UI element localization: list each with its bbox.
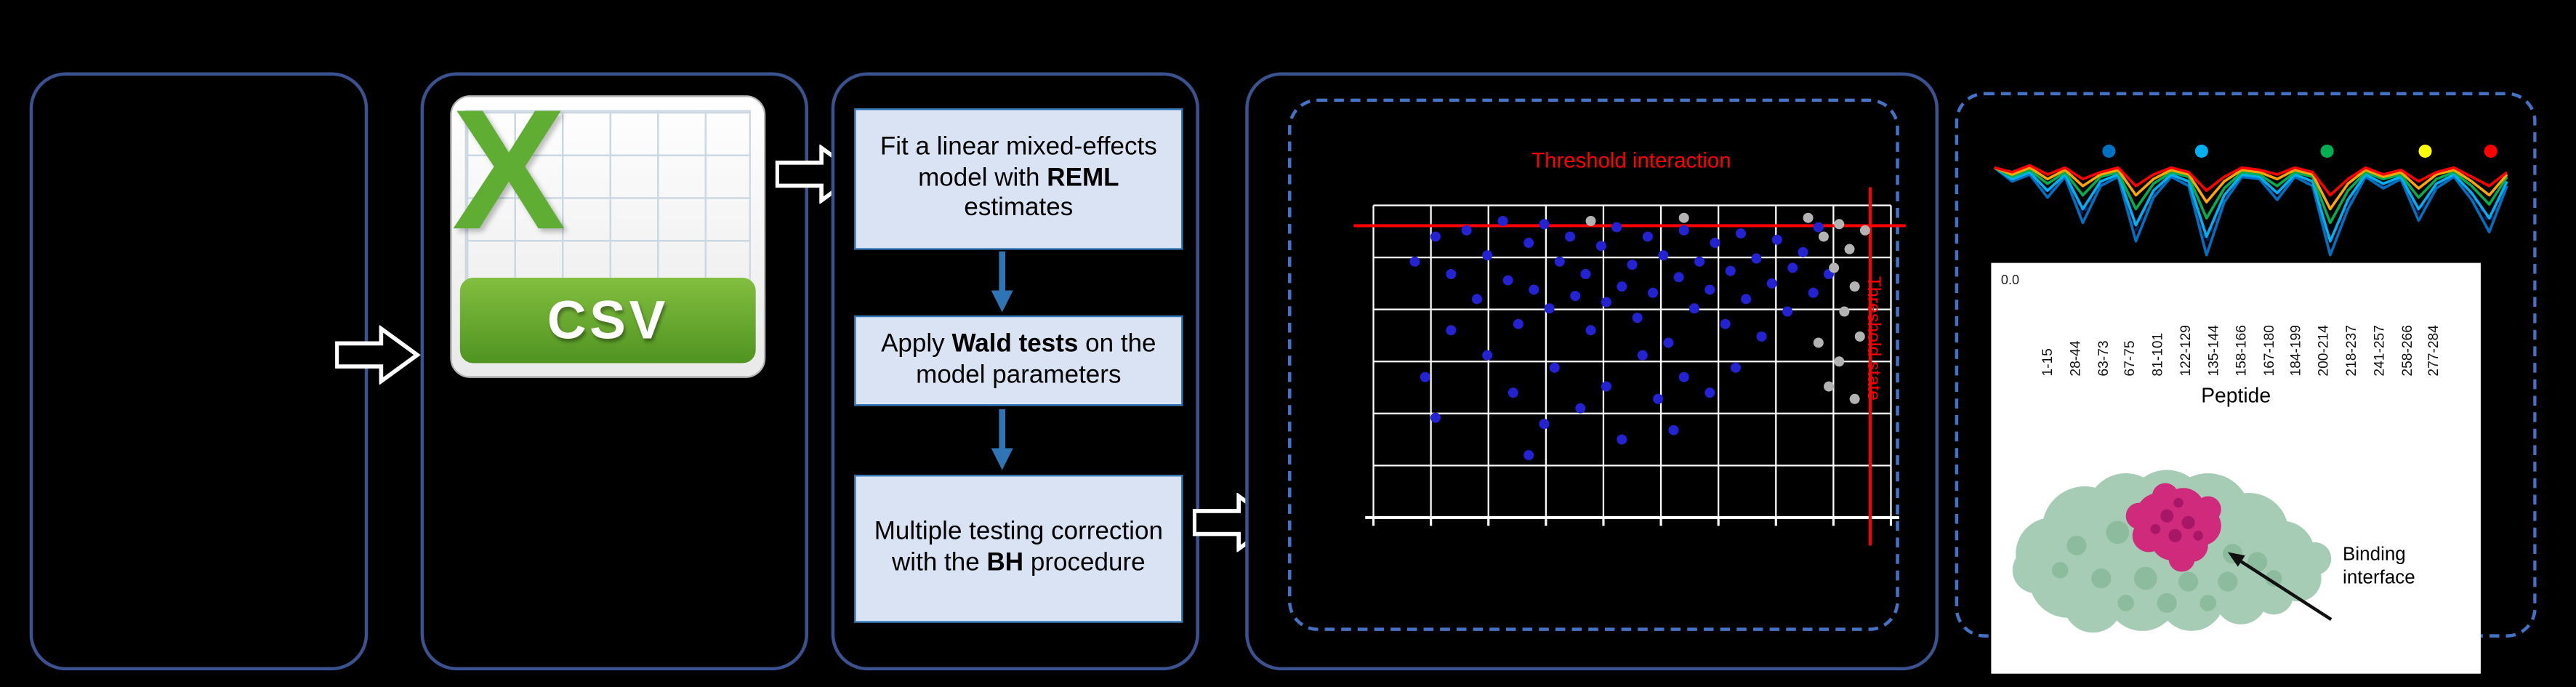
peptide-tick-label: 81-101 xyxy=(2149,332,2166,377)
csv-banner-label: CSV xyxy=(459,277,756,363)
uptake-line-chart xyxy=(1993,144,2508,257)
threshold-interaction-label: Threshold interaction xyxy=(1531,148,1731,173)
threshold-state-label: Threshold state xyxy=(1863,276,1883,401)
step-box-wald: Apply Wald tests on the model parameters xyxy=(854,315,1183,406)
step-box-bh: Multiple testing correction with the BH … xyxy=(854,475,1183,623)
peptide-tick-label: 258-266 xyxy=(2397,325,2415,377)
csv-file-icon: X CSV xyxy=(450,76,766,378)
peptide-tick-label: 277-284 xyxy=(2425,325,2442,377)
annotation-arrow xyxy=(2227,552,2333,621)
step-box-reml-text: Fit a linear mixed-effects model with RE… xyxy=(880,132,1157,223)
results-dashed-frame xyxy=(1287,98,1899,631)
y-tick-label: 0.0 xyxy=(2000,273,2020,288)
peptide-tick-label: 1-15 xyxy=(2038,348,2056,377)
panel-results xyxy=(1245,72,1939,671)
peptide-tick-label: 158-166 xyxy=(2231,325,2249,377)
peptide-axis: 1-15 28-44 63-73 67-75 81-101 122-129 135-144 1… xyxy=(2038,268,2442,377)
peptide-axis-title: Peptide xyxy=(2201,384,2271,408)
peptide-tick-label: 218-237 xyxy=(2342,325,2359,377)
step-box-wald-text: Apply Wald tests on the model parameters xyxy=(881,329,1156,389)
flow-arrow-1 xyxy=(335,325,421,385)
peptide-tick-label: 63-73 xyxy=(2093,340,2111,377)
peptide-tick-label: 200-214 xyxy=(2314,325,2332,377)
binding-interface-annotation: Binding interface xyxy=(2343,545,2415,588)
spreadsheet-grid xyxy=(464,110,751,285)
protein-structure xyxy=(2012,470,2333,633)
peptide-tick-label: 135-144 xyxy=(2204,325,2221,377)
excel-x-letter: X xyxy=(451,75,566,267)
peptide-tick-label: 28-44 xyxy=(2066,340,2083,377)
panel-steps: Fit a linear mixed-effects model with RE… xyxy=(831,72,1199,671)
step-arrow-2 xyxy=(991,409,1013,470)
step-box-bh-text: Multiple testing correction with the BH … xyxy=(874,518,1163,577)
step-box-reml: Fit a linear mixed-effects model with RE… xyxy=(854,108,1183,250)
panel-csv: X CSV xyxy=(420,72,809,671)
peptide-tick-label: 184-199 xyxy=(2287,325,2304,377)
peptide-tick-label: 241-257 xyxy=(2370,325,2387,377)
peptide-tick-label: 167-180 xyxy=(2259,325,2277,377)
peptide-plot-card: 0.0 1-15 28-44 63-73 67-75 81-101 122-129 135-… xyxy=(1991,262,2481,674)
volcano-plot xyxy=(1353,187,1906,546)
step-arrow-1 xyxy=(991,251,1013,313)
peptide-tick-label: 122-129 xyxy=(2176,325,2194,377)
panel-input xyxy=(29,72,369,671)
peptide-tick-label: 67-75 xyxy=(2121,340,2138,377)
